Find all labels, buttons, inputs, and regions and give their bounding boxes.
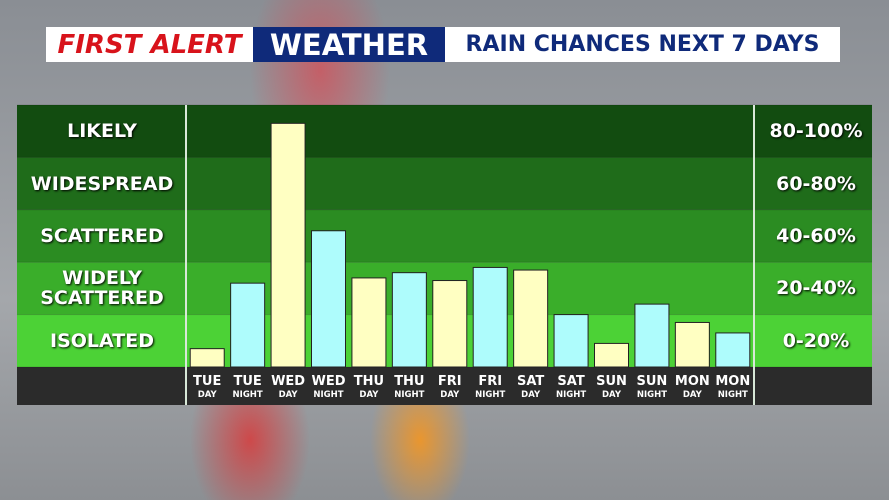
x-tick-sublabel: NIGHT (233, 390, 263, 400)
section: WEATHER (253, 27, 445, 62)
x-tick-label: FRI (438, 374, 462, 389)
bar (432, 280, 468, 368)
band-label: WIDESPREAD (30, 172, 174, 195)
x-tick-sublabel: DAY (359, 390, 379, 400)
x-tick-label: MON (675, 374, 710, 389)
x-tick-sublabel: DAY (602, 390, 622, 400)
band-range: 0-20% (782, 329, 850, 352)
x-tick-sublabel: NIGHT (637, 390, 667, 400)
x-tick-label: SUN (596, 374, 627, 389)
x-tick-sublabel: NIGHT (313, 390, 343, 400)
bar (311, 230, 346, 368)
x-tick-sublabel: NIGHT (556, 390, 586, 400)
band-range: 80-100% (769, 120, 863, 143)
chart-title: RAIN CHANCES NEXT 7 DAYS (445, 27, 840, 62)
band-label: LIKELY (67, 120, 137, 143)
bar (351, 277, 387, 368)
band-range: 60-80% (776, 172, 856, 195)
x-tick-label: SAT (517, 374, 544, 389)
x-tick-label: MON (715, 374, 750, 389)
bar (594, 342, 629, 368)
band-label: WIDELY SCATTERED (40, 267, 164, 310)
bar (715, 332, 751, 368)
x-tick-sublabel: DAY (683, 390, 703, 400)
x-tick-label: THU (394, 374, 424, 389)
bar (230, 282, 266, 368)
x-tick-label: THU (354, 374, 384, 389)
bar (674, 321, 710, 368)
band-range: 40-60% (776, 224, 856, 247)
x-tick-sublabel: DAY (198, 390, 218, 400)
x-tick-label: SAT (557, 374, 584, 389)
band-range: 20-40% (776, 277, 856, 300)
x-tick-label: FRI (478, 374, 502, 389)
x-tick-label: SUN (637, 374, 668, 389)
brand: FIRST ALERT (46, 27, 253, 62)
x-tick-label: TUE (233, 374, 261, 389)
bar (553, 314, 589, 368)
bar (472, 266, 508, 368)
x-tick-label: WED (311, 374, 345, 389)
bar (634, 303, 670, 368)
bar (189, 348, 225, 368)
x-tick-sublabel: DAY (279, 390, 299, 400)
x-tick-sublabel: NIGHT (718, 390, 748, 400)
bar (513, 269, 549, 368)
band-label: SCATTERED (40, 224, 164, 247)
x-tick-sublabel: NIGHT (475, 390, 505, 400)
bar (270, 122, 306, 368)
x-tick-label: TUE (193, 374, 221, 389)
x-tick-sublabel: DAY (521, 390, 541, 400)
band-label: ISOLATED (50, 329, 154, 352)
x-tick-sublabel: DAY (440, 390, 460, 400)
category-strip (17, 367, 872, 405)
x-tick-sublabel: NIGHT (394, 390, 424, 400)
x-tick-label: WED (271, 374, 305, 389)
bar (391, 272, 427, 368)
